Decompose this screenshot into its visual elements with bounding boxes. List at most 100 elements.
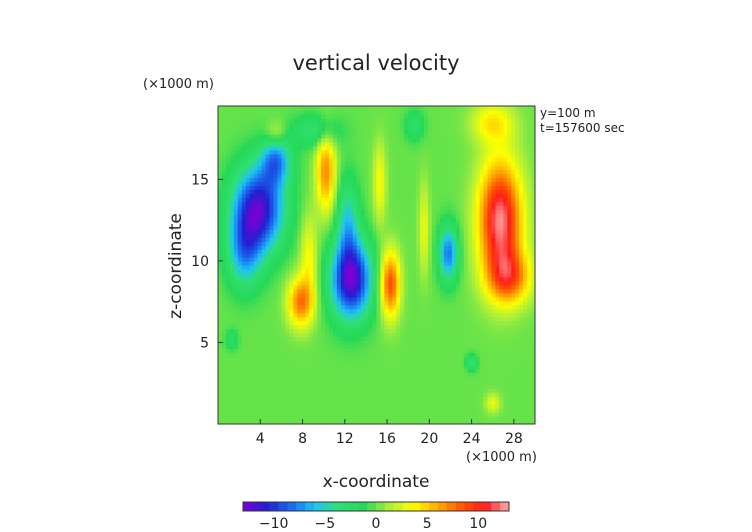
heatmap-cell [416, 257, 421, 262]
heatmap-cell [241, 300, 247, 306]
heatmap-cell [218, 388, 223, 393]
heatmap-cell [392, 280, 397, 286]
heatmap-cell [416, 320, 421, 326]
heatmap-cell [221, 380, 227, 385]
heatmap-cell [328, 328, 334, 334]
heatmap-cell [388, 292, 393, 298]
heatmap-cell [515, 185, 520, 191]
heatmap-cell [451, 384, 457, 389]
heatmap-cell [309, 400, 314, 405]
heatmap-cell [229, 276, 235, 282]
heatmap-cell [392, 253, 397, 258]
heatmap-cell [404, 372, 409, 377]
heatmap-cell [459, 412, 465, 417]
heatmap-cell [491, 372, 496, 377]
heatmap-cell [479, 241, 485, 246]
heatmap-cell [443, 332, 449, 338]
heatmap-cell [340, 368, 346, 373]
heatmap-cell [368, 368, 374, 373]
heatmap-cell [439, 229, 445, 234]
heatmap-cell [344, 225, 350, 230]
heatmap-cell [257, 300, 263, 306]
heatmap-cell [352, 380, 358, 385]
heatmap-cell [459, 372, 465, 377]
heatmap-cell [249, 257, 255, 262]
heatmap-cell [324, 241, 330, 246]
heatmap-cell [507, 177, 512, 183]
heatmap-cell [317, 404, 322, 409]
heatmap-cell [519, 396, 524, 401]
heatmap-cell [324, 352, 330, 358]
heatmap-cell [487, 241, 493, 246]
heatmap-cell [503, 328, 508, 334]
heatmap-cell [428, 416, 433, 421]
heatmap-cell [420, 225, 425, 230]
heatmap-cell [420, 197, 425, 202]
heatmap-cell [451, 268, 457, 274]
heatmap-cell [392, 300, 397, 306]
heatmap-cell [507, 308, 512, 314]
heatmap-cell [321, 372, 326, 377]
heatmap-cell [289, 420, 294, 424]
heatmap-cell [428, 229, 433, 234]
heatmap-cell [249, 300, 255, 306]
heatmap-cell [491, 384, 496, 389]
heatmap-cell [380, 316, 386, 322]
heatmap-cell [523, 177, 528, 183]
heatmap-cell [459, 300, 465, 306]
heatmap-cell [388, 404, 393, 409]
heatmap-cell [519, 185, 524, 191]
heatmap-cell [435, 332, 441, 338]
heatmap-cell [392, 312, 397, 318]
heatmap-cell [475, 257, 481, 262]
heatmap-cell [495, 229, 500, 234]
heatmap-cell [261, 225, 267, 230]
heatmap-cell [305, 217, 310, 222]
heatmap-cell [237, 280, 243, 286]
heatmap-cell [479, 268, 485, 274]
heatmap-cell [416, 213, 421, 218]
heatmap-cell [467, 400, 473, 405]
heatmap-cell [321, 193, 326, 199]
heatmap-cell [273, 245, 279, 250]
heatmap-cell [344, 209, 350, 214]
heatmap-cell [495, 352, 500, 358]
heatmap-cell [324, 416, 330, 421]
heatmap-cell [416, 268, 421, 274]
heatmap-cell [499, 300, 504, 306]
heatmap-cell [412, 205, 417, 210]
heatmap-cell [293, 360, 298, 365]
heatmap-cell [376, 253, 382, 258]
heatmap-cell [523, 300, 528, 306]
heatmap-cell [356, 193, 362, 199]
heatmap-cell [328, 221, 334, 226]
heatmap-cell [495, 257, 500, 262]
heatmap-cell [221, 201, 227, 206]
heatmap-cell [324, 245, 330, 250]
heatmap-cell [495, 388, 500, 393]
heatmap-cell [420, 356, 425, 361]
heatmap-cell [495, 265, 500, 270]
heatmap-cell [491, 316, 496, 322]
heatmap-cell [218, 400, 223, 405]
heatmap-cell [360, 368, 366, 373]
heatmap-cell [297, 229, 302, 234]
heatmap-cell [483, 408, 489, 413]
heatmap-cell [431, 245, 437, 250]
heatmap-cell [511, 233, 516, 238]
heatmap-cell [388, 352, 393, 358]
heatmap-cell [515, 372, 520, 377]
heatmap-cell [475, 241, 481, 246]
heatmap-cell [297, 217, 302, 222]
heatmap-cell [443, 404, 449, 409]
heatmap-cell [360, 376, 366, 381]
heatmap-cell [332, 272, 338, 278]
heatmap-cell [281, 376, 286, 381]
heatmap-cell [499, 292, 504, 298]
heatmap-cell [519, 209, 524, 214]
heatmap-cell [360, 288, 366, 294]
heatmap-cell [487, 292, 493, 298]
heatmap-cell [396, 201, 401, 206]
heatmap-cell [443, 308, 449, 314]
heatmap-cell [428, 280, 433, 286]
